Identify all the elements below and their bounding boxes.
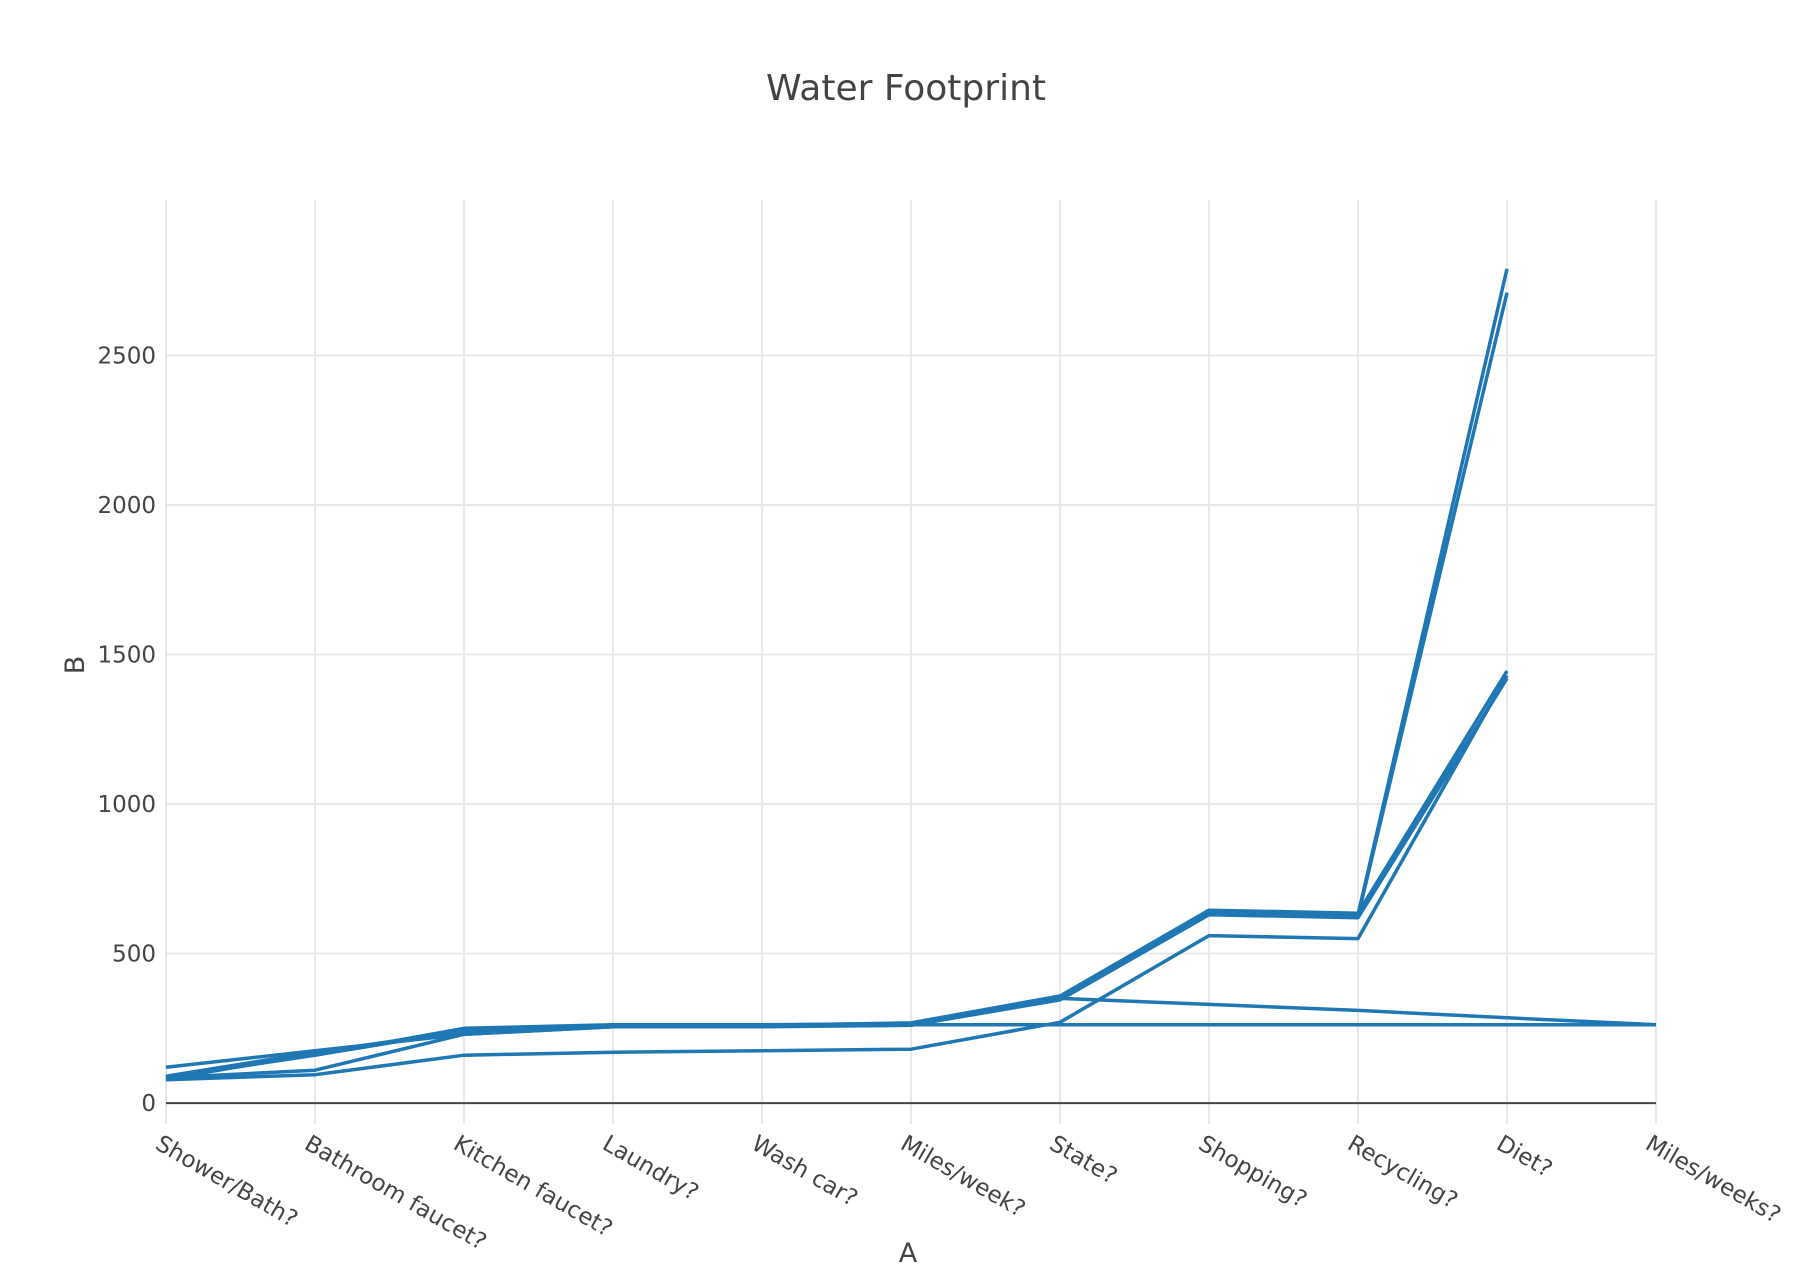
y-tick-label: 1500 — [97, 643, 156, 669]
series-line-4 — [165, 677, 1509, 1079]
x-tick-label: Shower/Bath? — [151, 1131, 302, 1233]
x-tick-label: Shopping? — [1194, 1131, 1311, 1214]
y-tick-label: 2000 — [97, 493, 156, 519]
y-tick-label: 500 — [112, 942, 156, 968]
x-tick-label: Wash car? — [747, 1131, 862, 1212]
series-line-1 — [165, 268, 1509, 1080]
y-tick-label: 1000 — [97, 792, 156, 818]
y-axis-ticks: 0 500 1000 1500 2000 2500 — [97, 343, 156, 1117]
grid — [165, 200, 1657, 1124]
y-tick-label: 2500 — [97, 343, 156, 369]
series-line-5 — [165, 674, 1509, 1082]
x-tick-label: Miles/weeks? — [1641, 1131, 1785, 1229]
series-layer — [165, 268, 1657, 1082]
chart-title: Water Footprint — [766, 68, 1046, 109]
y-tick-label: 0 — [141, 1091, 156, 1117]
series-line-3 — [165, 670, 1509, 1078]
y-axis-title: B — [60, 656, 91, 675]
x-tick-label: State? — [1045, 1131, 1121, 1190]
x-tick-label: Recycling? — [1343, 1131, 1462, 1215]
x-tick-label: Diet? — [1492, 1131, 1557, 1183]
x-axis-ticks: Shower/Bath?Bathroom faucet?Kitchen fauc… — [151, 1131, 1785, 1256]
x-axis-title: A — [899, 1238, 918, 1269]
series-line-7 — [165, 1022, 1656, 1080]
series-line-2 — [165, 292, 1509, 1081]
x-tick-label: Miles/week? — [896, 1131, 1030, 1223]
x-tick-label: Laundry? — [598, 1131, 703, 1206]
